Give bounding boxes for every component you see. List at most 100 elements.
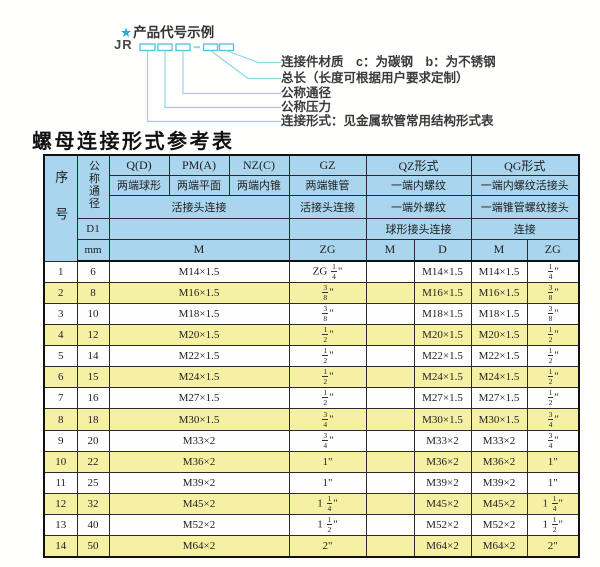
header-gongcheng-tongjing: 公称通径	[76, 154, 110, 219]
cell-seq: 11	[43, 471, 78, 495]
code-box-5	[218, 43, 235, 52]
diagram-heading-text: 产品代号示例	[133, 25, 215, 40]
header-qz-unit-m: M	[365, 238, 415, 262]
header-qg-unit-m: M	[470, 238, 528, 262]
header-qz-desc1: 一端内螺纹	[365, 174, 472, 196]
cell-qz-d: M36×2	[413, 450, 472, 473]
cell-zg: 1 1 4 "	[288, 493, 367, 516]
header-q-code: Q(D)	[108, 154, 170, 176]
header-m-unit: M	[108, 238, 290, 262]
cell-mm: 20	[76, 429, 110, 452]
cell-qg-zg: 1 1 2 "	[526, 514, 580, 537]
cell-m-thread: M18×1.5	[108, 302, 290, 325]
diagram-label-material: 连接件材质 c：为碳钢 b：为不锈钢	[281, 55, 496, 69]
cell-qg-zg: 3 8 "	[526, 302, 580, 325]
table-row: 14 50 M64×2 2" M64×2 M64×2 2"	[43, 535, 580, 558]
cell-zg: 3 8 "	[288, 302, 367, 325]
table-row: 3 10 M18×1.5 3 8 " M18×1.5 M18×1.5 3 8 "	[43, 302, 580, 325]
cell-m-thread: M33×2	[108, 429, 290, 452]
cell-qg-m: M36×2	[470, 450, 528, 473]
cell-qz-d: M45×2	[413, 493, 472, 516]
header-qz-desc2: 一端外螺纹	[365, 194, 472, 219]
cell-seq: 1	[43, 260, 78, 283]
cell-qz-m	[365, 366, 415, 389]
cell-seq: 12	[43, 493, 78, 516]
header-qz-conn: 球形接头连接	[365, 217, 472, 240]
table-row: 10 22 M36×2 1" M36×2 M36×2 1"	[43, 450, 580, 473]
cell-seq: 3	[43, 302, 78, 325]
header-gz-code: GZ	[288, 154, 367, 176]
cell-qz-d: M30×1.5	[413, 408, 472, 431]
leader-line-diameter	[182, 50, 281, 95]
header-qg-conn: 连接	[470, 217, 580, 240]
cell-qg-zg: 1 2 "	[526, 345, 580, 368]
header-d1: D1	[76, 217, 110, 240]
cell-qg-m: M33×2	[470, 429, 528, 452]
diagram-label-length: 总长（长度可根据用户要求定制）	[281, 71, 469, 85]
cell-m-thread: M52×2	[108, 514, 290, 537]
cell-zg: 1 2 "	[288, 345, 367, 368]
header-qg-desc2: 一端锥管螺纹接头	[470, 194, 580, 219]
table-row: 12 32 M45×2 1 1 4 " M45×2 M45×2 1 1 4 "	[43, 493, 580, 516]
diagram-label-form: 连接形式：见金属软管常用结构形式表	[281, 114, 494, 128]
cell-m-thread: M36×2	[108, 450, 290, 473]
header-qpmnz-conn: 活接头连接	[108, 194, 290, 219]
table-row: 4 12 M20×1.5 1 2 " M20×1.5 M20×1.5 1 2 "	[43, 323, 580, 347]
cell-qz-d: M20×1.5	[413, 323, 472, 347]
cell-m-thread: M20×1.5	[108, 323, 290, 347]
header-gz-unit: ZG	[288, 238, 367, 262]
cell-seq: 9	[43, 429, 78, 452]
cell-qz-d: M39×2	[413, 471, 472, 495]
cell-mm: 8	[76, 281, 110, 304]
header-nz-desc: 两端内锥	[228, 174, 290, 196]
header-pm-desc: 两端平面	[168, 174, 230, 196]
cell-qg-m: M64×2	[470, 535, 528, 558]
cell-seq: 14	[43, 535, 78, 558]
cell-qz-m	[365, 281, 415, 304]
cell-mm: 6	[76, 260, 110, 283]
cell-seq: 6	[43, 366, 78, 389]
header-pm-code: PM(A)	[168, 154, 230, 176]
cell-zg: 2"	[288, 535, 367, 558]
diagram-heading: ★产品代号示例	[120, 21, 214, 41]
table-row: 1 6 M14×1.5 ZG 1 4 " M14×1.5 M14×1.5 1 4 "	[43, 260, 580, 283]
cell-qz-m	[365, 302, 415, 325]
code-box-4	[202, 43, 219, 52]
header-q-desc: 两端球形	[108, 174, 170, 196]
cell-qz-m	[365, 535, 415, 558]
cell-qg-zg: 1 2 "	[526, 387, 580, 410]
cell-qz-d: M16×1.5	[413, 281, 472, 304]
header-empty-gz	[288, 217, 367, 240]
table-row: 8 18 M30×1.5 3 4 " M30×1.5 M30×1.5 3 4 "	[43, 408, 580, 431]
cell-qg-m: M27×1.5	[470, 387, 528, 410]
header-empty-qpmnz	[108, 217, 290, 240]
cell-qz-d: M14×1.5	[413, 260, 472, 283]
code-box-1	[139, 43, 156, 52]
code-box-3	[175, 43, 191, 52]
cell-qg-m: M24×1.5	[470, 366, 528, 389]
cell-m-thread: M27×1.5	[108, 387, 290, 410]
cell-qz-m	[365, 450, 415, 473]
diagram-label-pressure: 公称压力	[281, 100, 332, 114]
cell-qg-m: M20×1.5	[470, 323, 528, 347]
header-qz-code: QZ形式	[365, 154, 472, 176]
cell-qz-d: M52×2	[413, 514, 472, 537]
cell-zg: ZG 1 4 "	[288, 260, 367, 283]
table-body: 1 6 M14×1.5 ZG 1 4 " M14×1.5 M14×1.5 1 4 " 2…	[43, 260, 580, 558]
cell-zg: 1"	[288, 471, 367, 495]
cell-m-thread: M22×1.5	[108, 345, 290, 368]
cell-mm: 16	[76, 387, 110, 410]
cell-qz-m	[365, 345, 415, 368]
cell-m-thread: M64×2	[108, 535, 290, 558]
table-row: 9 20 M33×2 3 4 " M33×2 M33×2 3 4 "	[43, 429, 580, 452]
cell-qg-zg: 3 4 "	[526, 408, 580, 431]
table-header: 序号 公称通径 Q(D) PM(A) NZ(C) GZ QZ形式 QG形式 两端…	[43, 154, 580, 262]
cell-m-thread: M45×2	[108, 493, 290, 516]
cell-qg-m: M30×1.5	[470, 408, 528, 431]
star-icon: ★	[120, 25, 133, 40]
table-row: 2 8 M16×1.5 3 8 " M16×1.5 M16×1.5 3 8 "	[43, 281, 580, 304]
cell-m-thread: M30×1.5	[108, 408, 290, 431]
cell-mm: 12	[76, 323, 110, 347]
cell-qg-m: M22×1.5	[470, 345, 528, 368]
